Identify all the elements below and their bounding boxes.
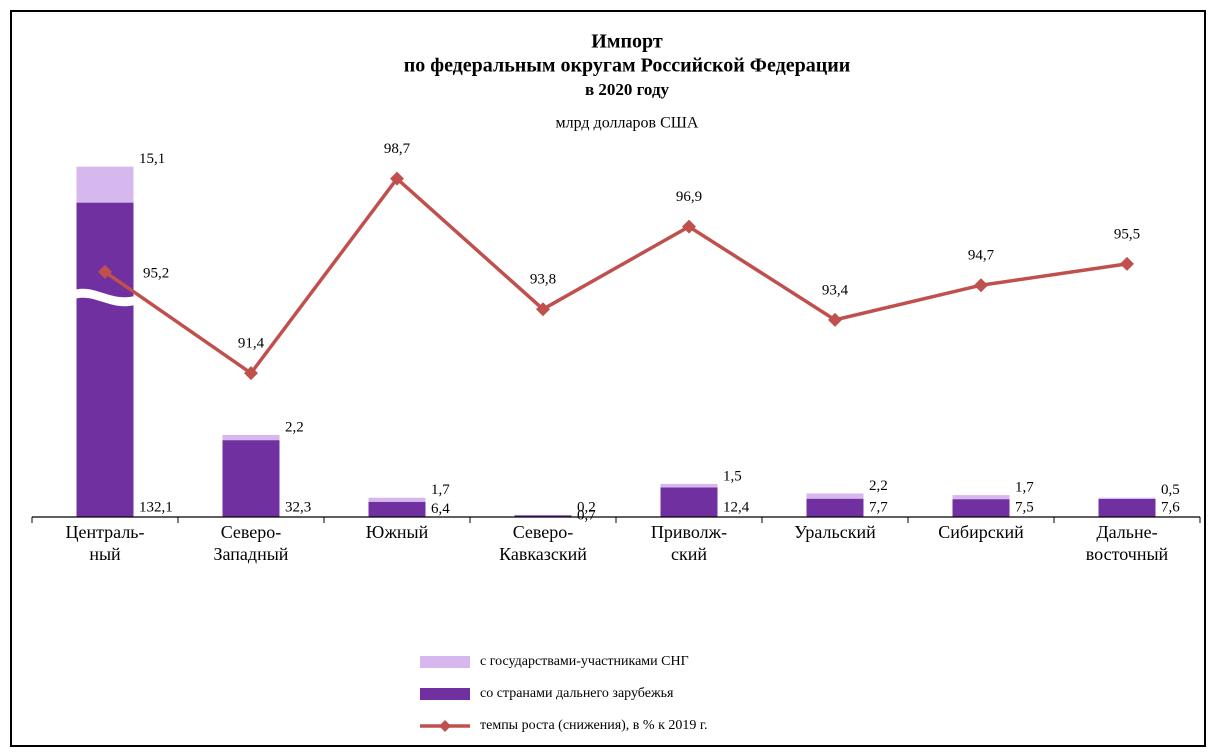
data-label: 1,5: [723, 468, 742, 484]
data-label: 132,1: [139, 499, 173, 515]
line-marker: [1120, 256, 1134, 271]
data-label: 0,2: [577, 499, 596, 515]
line-marker: [828, 312, 842, 327]
data-label: 12,4: [723, 499, 750, 515]
bar-segment: [806, 498, 864, 517]
axis-break: [69, 288, 141, 307]
line-marker: [244, 366, 258, 381]
x-tick-label: Южный: [365, 522, 429, 542]
chart-title: по федеральным округам Российской Федера…: [404, 55, 851, 77]
bar-segment: [368, 497, 426, 502]
data-label: 32,3: [285, 499, 311, 515]
x-tick-label: Сибирский: [938, 522, 1024, 542]
data-label: 95,5: [1114, 226, 1140, 242]
data-label: 15,1: [139, 151, 165, 167]
legend-label: темпы роста (снижения), в % к 2019 г.: [480, 718, 708, 733]
line: [104, 176, 1128, 376]
legend-swatch: [439, 720, 451, 732]
data-label: 6,4: [431, 501, 450, 517]
data-label: 7,5: [1015, 500, 1034, 516]
x-tick-label: Централь- ный: [65, 522, 145, 564]
line-marker: [390, 171, 404, 186]
legend-label: с государствами-участниками СНГ: [480, 654, 689, 669]
data-label: 0,7: [577, 508, 596, 524]
bar-segment: [806, 493, 864, 499]
bar-segment: [660, 483, 718, 488]
data-label: 96,9: [676, 189, 702, 205]
line-marker: [536, 302, 550, 317]
bar-segment: [76, 166, 134, 203]
data-label: 1,7: [1015, 480, 1034, 496]
bar-segment: [952, 499, 1010, 517]
chart-title: в 2020 году: [585, 80, 670, 99]
data-label: 0,5: [1161, 482, 1180, 498]
x-tick-label: Приволж- ский: [650, 522, 728, 564]
bar-segment: [222, 440, 280, 517]
frame: [10, 10, 1206, 747]
bar-segment: [660, 487, 718, 517]
data-label: 1,7: [431, 482, 450, 498]
bar-segment: [514, 515, 572, 517]
data-label: 94,7: [968, 248, 995, 264]
data-label: 93,4: [822, 282, 849, 298]
line-marker: [974, 278, 988, 293]
bar-segment: [1098, 498, 1156, 517]
data-label: 93,8: [530, 272, 556, 288]
bar-segment: [222, 434, 280, 441]
legend-label: со странами дальнего зарубежья: [480, 686, 674, 701]
x-tick-label: Уральский: [794, 522, 876, 542]
chart-subtitle: млрд долларов США: [556, 115, 699, 132]
x-tick-label: Северо- Кавказский: [499, 522, 587, 564]
data-label: 98,7: [384, 141, 411, 157]
data-label: 91,4: [238, 336, 265, 352]
legend-swatch: [420, 656, 470, 668]
bar-segment: [1098, 497, 1156, 499]
line-marker: [98, 264, 112, 279]
bar-segment: [952, 495, 1010, 500]
x-tick-label: Северо- Западный: [213, 522, 289, 564]
x-tick-label: Дальне- восточный: [1085, 522, 1169, 564]
chart-title: Импорт: [591, 31, 663, 53]
legend-swatch: [420, 688, 470, 700]
data-label: 7,6: [1161, 499, 1180, 515]
data-label: 2,2: [285, 419, 304, 435]
bar-segment: [76, 202, 134, 518]
data-label: 95,2: [143, 265, 169, 281]
line-marker: [682, 219, 696, 234]
data-label: 7,7: [869, 499, 888, 515]
data-label: 2,2: [869, 478, 888, 494]
bar-segment: [368, 501, 426, 517]
